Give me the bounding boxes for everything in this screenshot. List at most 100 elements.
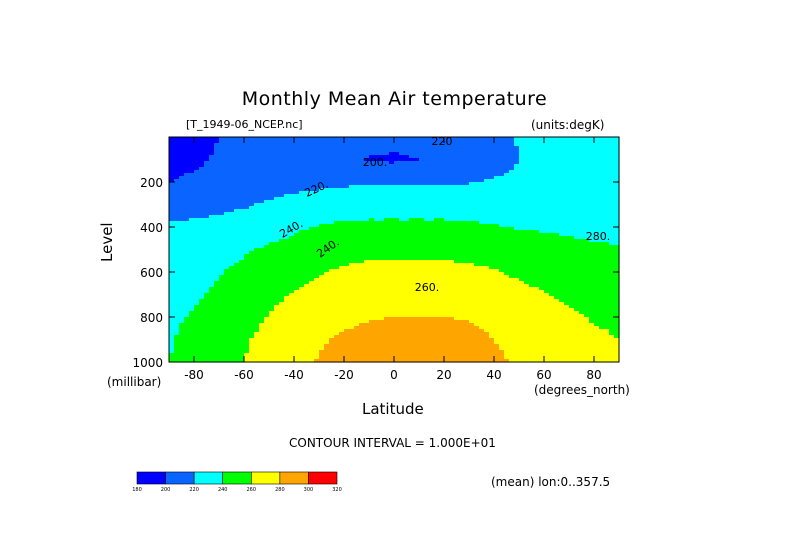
- field-cell: [384, 170, 390, 174]
- field-cell: [604, 239, 610, 243]
- field-cell: [589, 299, 595, 303]
- field-cell: [524, 269, 530, 273]
- field-cell: [259, 164, 265, 168]
- field-cell: [264, 248, 270, 252]
- field-cell: [274, 206, 280, 210]
- field-cell: [489, 254, 495, 258]
- field-cell: [474, 287, 480, 291]
- field-cell: [474, 242, 480, 246]
- field-cell: [184, 293, 190, 297]
- field-cell: [199, 290, 205, 294]
- field-cell: [324, 215, 330, 219]
- field-cell: [219, 239, 225, 243]
- field-cell: [399, 161, 405, 165]
- field-cell: [299, 224, 305, 228]
- field-cell: [239, 176, 245, 180]
- field-cell: [459, 233, 465, 237]
- field-cell: [509, 221, 515, 225]
- field-cell: [534, 146, 540, 150]
- field-cell: [394, 212, 400, 216]
- field-cell: [564, 140, 570, 144]
- field-cell: [589, 233, 595, 237]
- field-cell: [464, 236, 470, 240]
- field-cell: [599, 239, 605, 243]
- field-cell: [384, 284, 390, 288]
- field-cell: [444, 263, 450, 267]
- field-cell: [309, 149, 315, 153]
- field-cell: [194, 254, 200, 258]
- field-cell: [179, 176, 185, 180]
- field-cell: [169, 194, 175, 198]
- field-cell: [519, 188, 525, 192]
- field-cell: [489, 179, 495, 183]
- field-cell: [339, 161, 345, 165]
- field-cell: [439, 239, 445, 243]
- field-cell: [414, 224, 420, 228]
- field-cell: [289, 161, 295, 165]
- field-cell: [324, 296, 330, 300]
- field-cell: [389, 239, 395, 243]
- field-cell: [494, 248, 500, 252]
- field-cell: [564, 185, 570, 189]
- field-cell: [449, 173, 455, 177]
- field-cell: [224, 146, 230, 150]
- field-cell: [444, 185, 450, 189]
- field-cell: [474, 251, 480, 255]
- field-cell: [434, 209, 440, 213]
- field-cell: [434, 248, 440, 252]
- field-cell: [489, 149, 495, 153]
- field-cell: [234, 197, 240, 201]
- field-cell: [224, 203, 230, 207]
- field-cell: [284, 245, 290, 249]
- field-cell: [299, 164, 305, 168]
- field-cell: [279, 185, 285, 189]
- field-cell: [389, 230, 395, 234]
- field-cell: [274, 242, 280, 246]
- field-cell: [219, 149, 225, 153]
- field-cell: [364, 257, 370, 261]
- field-cell: [614, 290, 620, 294]
- field-cell: [614, 188, 620, 192]
- field-cell: [534, 239, 540, 243]
- field-cell: [499, 158, 505, 162]
- field-cell: [444, 236, 450, 240]
- field-cell: [544, 161, 550, 165]
- field-cell: [389, 182, 395, 186]
- field-cell: [609, 197, 615, 201]
- field-cell: [359, 227, 365, 231]
- field-cell: [374, 146, 380, 150]
- field-cell: [464, 227, 470, 231]
- field-cell: [264, 206, 270, 210]
- field-cell: [464, 194, 470, 198]
- field-cell: [324, 275, 330, 279]
- field-cell: [224, 188, 230, 192]
- field-cell: [364, 197, 370, 201]
- field-cell: [439, 263, 445, 267]
- field-cell: [194, 161, 200, 165]
- field-cell: [394, 203, 400, 207]
- field-cell: [439, 155, 445, 159]
- field-cell: [224, 179, 230, 183]
- field-cell: [204, 176, 210, 180]
- field-cell: [239, 170, 245, 174]
- field-cell: [474, 146, 480, 150]
- field-cell: [219, 209, 225, 213]
- field-cell: [589, 293, 595, 297]
- field-cell: [439, 257, 445, 261]
- field-cell: [464, 242, 470, 246]
- field-cell: [564, 149, 570, 153]
- field-cell: [519, 245, 525, 249]
- field-cell: [264, 236, 270, 240]
- field-cell: [209, 200, 215, 204]
- field-cell: [379, 212, 385, 216]
- field-cell: [264, 140, 270, 144]
- field-cell: [234, 275, 240, 279]
- field-cell: [374, 194, 380, 198]
- field-cell: [264, 176, 270, 180]
- field-cell: [439, 260, 445, 264]
- field-cell: [609, 161, 615, 165]
- field-cell: [309, 209, 315, 213]
- field-cell: [214, 203, 220, 207]
- field-cell: [314, 152, 320, 156]
- field-cell: [249, 155, 255, 159]
